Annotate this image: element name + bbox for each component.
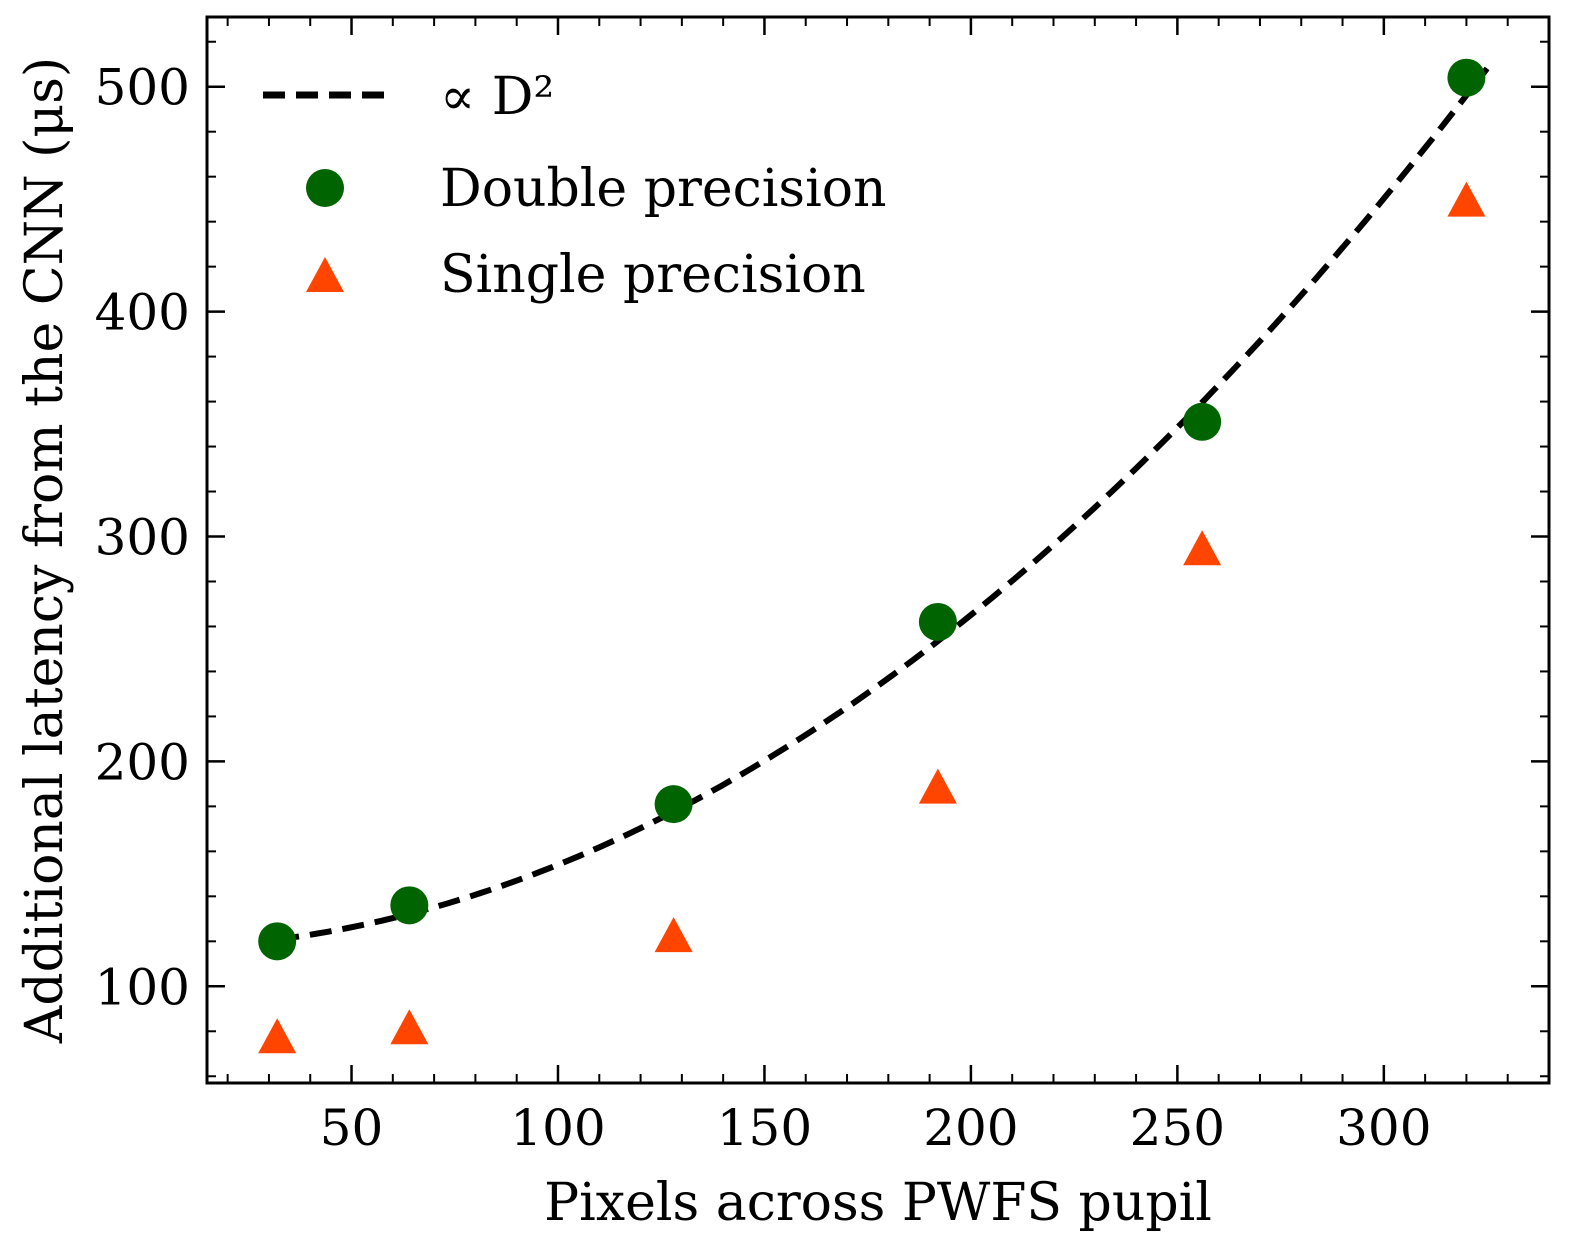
legend-double-precision-label: Double precision <box>440 159 887 219</box>
legend-single-precision-marker <box>306 257 344 292</box>
x-tick-label: 150 <box>717 1099 812 1157</box>
y-tick-label: 300 <box>95 509 190 567</box>
x-tick-label: 300 <box>1336 1099 1431 1157</box>
legend-fit-label: ∝ D² <box>440 67 554 127</box>
y-axis-title: Additional latency from the CNN (μs) <box>15 57 75 1044</box>
single-precision-point <box>258 1018 297 1054</box>
x-tick-label: 100 <box>510 1099 605 1157</box>
legend-single-precision-label: Single precision <box>440 245 866 305</box>
y-tick-label: 200 <box>95 733 190 791</box>
y-tick-label: 500 <box>95 59 190 117</box>
double-precision-point <box>258 922 297 961</box>
single-precision-point <box>654 917 693 953</box>
double-precision-point <box>1447 58 1486 97</box>
legend-double-precision-marker <box>306 169 344 207</box>
x-tick-label: 250 <box>1130 1099 1225 1157</box>
double-precision-point <box>654 785 693 824</box>
legend: ∝ D² Double precision Single precision <box>263 67 887 305</box>
x-axis-title: Pixels across PWFS pupil <box>544 1173 1212 1233</box>
plot-frame <box>205 15 1551 1085</box>
x-tick-label: 50 <box>320 1099 384 1157</box>
x-tick-label: 200 <box>923 1099 1018 1157</box>
double-precision-point <box>1183 402 1222 441</box>
double-precision-point <box>918 602 957 641</box>
plot-series <box>258 58 1490 1054</box>
y-tick-label: 400 <box>95 284 190 342</box>
double-precision-point <box>390 886 429 925</box>
y-tick-label: 100 <box>95 958 190 1016</box>
single-precision-point <box>1447 181 1486 217</box>
single-precision-point <box>390 1009 429 1045</box>
axis-tick-labels: 50 100 150 200 250 300 100 200 300 400 500 <box>95 59 1432 1157</box>
fit-line <box>276 66 1490 943</box>
single-precision-point <box>1183 530 1222 566</box>
single-precision-point <box>918 768 957 804</box>
